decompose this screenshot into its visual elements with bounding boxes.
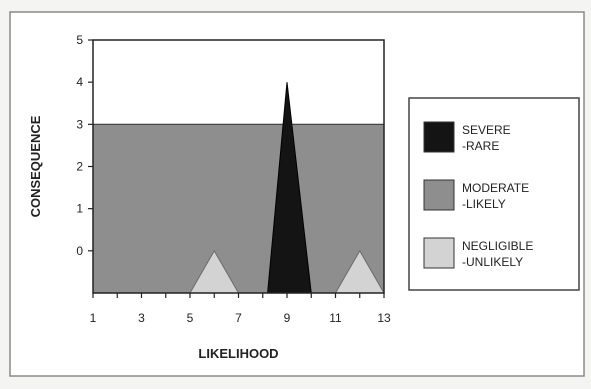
x-tick-label: 11 bbox=[329, 311, 342, 325]
y-axis-title: CONSEQUENCE bbox=[28, 115, 43, 217]
legend-swatch-negligible bbox=[423, 237, 455, 269]
x-tick-label: 3 bbox=[138, 311, 145, 325]
y-tick-label: 2 bbox=[76, 160, 83, 174]
legend-label-moderate: MODERATE -LIKELY bbox=[462, 181, 529, 211]
y-tick-label: 5 bbox=[76, 33, 83, 47]
x-tick-label: 13 bbox=[377, 311, 391, 325]
legend-label-negligible: NEGLIGIBLE -UNLIKELY bbox=[462, 239, 533, 269]
x-tick-label: 7 bbox=[235, 311, 242, 325]
legend: SEVERE -RARE MODERATE -LIKELY NEGLIGIBLE -UNL… bbox=[408, 97, 580, 291]
x-tick-label: 9 bbox=[284, 311, 291, 325]
y-tick-label: 1 bbox=[76, 202, 83, 216]
y-tick-label: 3 bbox=[76, 117, 83, 131]
y-tick-label: 4 bbox=[76, 75, 83, 89]
legend-swatch-moderate bbox=[423, 179, 455, 211]
y-tick-label: 0 bbox=[76, 244, 83, 258]
series-moderate-area bbox=[93, 124, 384, 293]
x-tick-label: 1 bbox=[90, 311, 97, 325]
legend-label-severe: SEVERE -RARE bbox=[462, 123, 511, 153]
legend-swatch-severe bbox=[423, 121, 455, 153]
plot-area bbox=[93, 82, 385, 294]
x-axis-title: LIKELIHOOD bbox=[198, 346, 278, 361]
x-tick-label: 5 bbox=[187, 311, 194, 325]
